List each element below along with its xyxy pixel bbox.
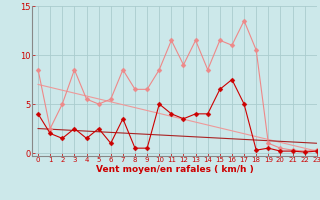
X-axis label: Vent moyen/en rafales ( km/h ): Vent moyen/en rafales ( km/h ) (96, 165, 253, 174)
